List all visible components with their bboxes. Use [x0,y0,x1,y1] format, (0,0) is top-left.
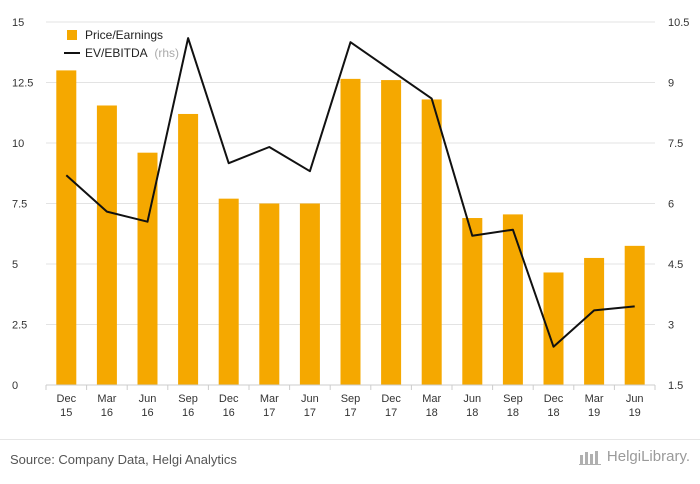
x-tick-label-year: 19 [588,407,600,419]
legend: Price/Earnings EV/EBITDA (rhs) [64,28,179,60]
bar [624,245,645,385]
y-right-tick-label: 10.5 [668,17,689,29]
x-tick-label-month: Jun [463,393,481,405]
bar [299,203,320,385]
legend-swatch-price-earnings [67,30,77,40]
footer: Source: Company Data, Helgi Analytics He… [0,439,700,484]
y-left-tick-label: 2.5 [12,320,27,332]
x-tick-label-year: 18 [507,407,519,419]
y-right-tick-label: 4.5 [668,259,683,271]
x-tick-label-month: Sep [503,393,523,405]
y-right-tick-label: 1.5 [668,380,683,392]
x-tick-label-year: 17 [385,407,397,419]
y-right-tick-label: 9 [668,78,674,90]
chart-svg: Dec 15 Mar 16 Jun 16 Sep 16 Dec 16 Mar 17 Jun 17 Sep 17… [12,17,689,419]
bar [543,272,564,385]
bar [218,198,239,385]
source-text: Source: Company Data, Helgi Analytics [10,452,237,467]
x-axis: Dec 15 Mar 16 Jun 16 Sep 16 Dec 16 Mar 17 Jun 17 Sep 17… [45,384,656,419]
bar-series [56,70,645,386]
bar [584,257,605,385]
helgilibrary-logo: HelgiLibrary. [578,448,690,465]
y-right-tick-label: 6 [668,199,674,211]
y-left-tick-label: 15 [12,17,24,29]
x-tick-label-year: 16 [182,407,194,419]
legend-label-ev-ebitda-suffix: (rhs) [154,46,179,60]
legend-label-ev-ebitda-name: EV/EBITDA [85,46,148,60]
bar [137,152,158,385]
line-series [65,37,635,348]
bar [178,113,199,386]
x-tick-label-year: 17 [304,407,316,419]
x-tick-label-month: Sep [341,393,361,405]
y-right-tick-label: 7.5 [668,138,683,150]
bar [56,70,77,386]
x-tick-label-year: 15 [60,407,72,419]
bar [96,105,117,386]
bar [381,80,402,385]
x-tick-label-month: Dec [544,393,564,405]
x-tick-label-month: Dec [219,393,239,405]
x-tick-label-year: 17 [263,407,275,419]
y-right-tick-label: 3 [668,320,674,332]
x-tick-label-year: 18 [426,407,438,419]
y-left-tick-label: 12.5 [12,78,33,90]
bar [502,214,523,385]
brand-name: HelgiLibrary. [606,448,690,465]
x-tick-label-year: 16 [141,407,153,419]
x-tick-label-year: 19 [629,407,641,419]
legend-label-price-earnings: Price/Earnings [85,28,163,42]
x-tick-label-month: Mar [422,393,441,405]
y-left-tick-label: 7.5 [12,199,27,211]
x-tick-label-month: Jun [139,393,157,405]
x-tick-label-month: Jun [301,393,319,405]
x-tick-label-year: 18 [466,407,478,419]
x-tick-label-month: Mar [97,393,116,405]
bar [462,218,483,385]
y-axis-right: 1.5 3 4.5 6 7.5 9 10.5 [668,17,689,392]
ev-ebitda-line [65,37,635,348]
y-left-tick-label: 0 [12,380,18,392]
x-tick-label-month: Dec [57,393,77,405]
x-tick-label-month: Sep [178,393,198,405]
x-tick-label-year: 16 [101,407,113,419]
y-axis-left: 0 2.5 5 7.5 10 12.5 15 [12,17,33,392]
y-left-tick-label: 5 [12,259,18,271]
x-tick-label-month: Dec [381,393,401,405]
x-tick-label-month: Jun [626,393,644,405]
y-left-tick-label: 10 [12,138,24,150]
x-tick-label-year: 16 [223,407,235,419]
x-tick-label-year: 18 [547,407,559,419]
x-tick-label-month: Mar [585,393,604,405]
legend-label-ev-ebitda: EV/EBITDA (rhs) [85,46,179,60]
bar [421,99,442,385]
x-tick-label-month: Mar [260,393,279,405]
bar [259,203,280,385]
bar [340,78,361,386]
x-tick-label-year: 17 [344,407,356,419]
library-icon [578,450,601,465]
